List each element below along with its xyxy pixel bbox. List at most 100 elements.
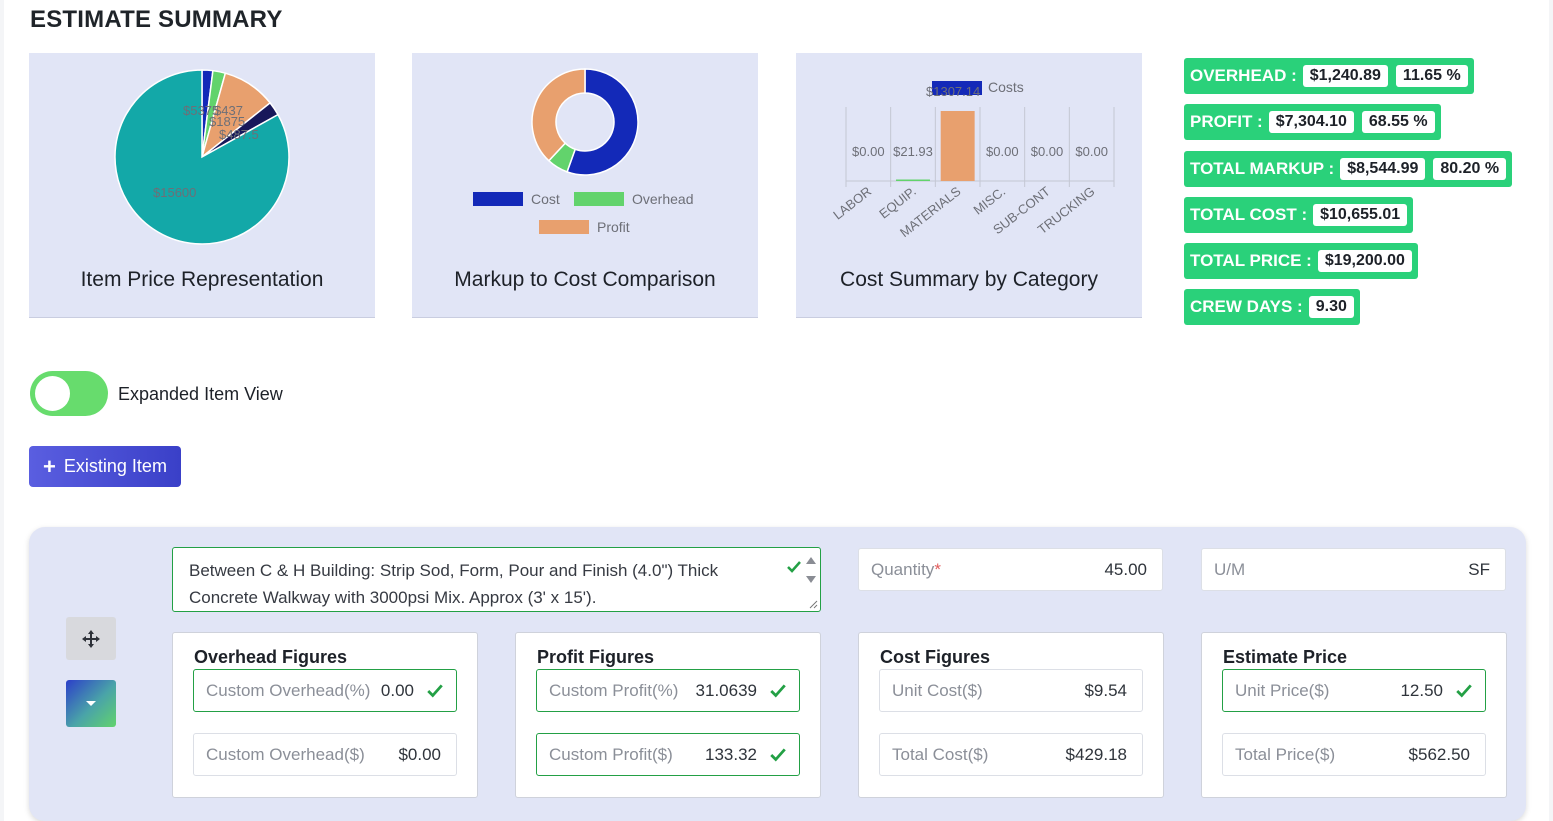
stat-total-markup: TOTAL MARKUP : $8,544.99 80.20 % [1184,151,1513,187]
stat-crew-days-value: 9.30 [1308,296,1354,318]
item-price-chart-caption: Item Price Representation [80,268,324,291]
doughnut-slice [531,68,586,162]
profit-figures-title: Profit Figures [537,647,655,667]
custom-overhead-pct-placeholder: Custom Overhead(%) [206,681,371,700]
stat-total-cost-value: $10,655.01 [1313,204,1408,226]
resize-grip-icon[interactable] [808,599,818,609]
stat-total-price: TOTAL PRICE : $19,200.00 [1184,243,1418,279]
unit-cost-placeholder: Unit Cost($) [892,681,983,700]
check-icon [427,684,443,698]
category-chart-caption: Cost Summary by Category [840,268,1098,291]
total-price-value: $562.50 [1408,745,1470,764]
custom-profit-amt-placeholder: Custom Profit($) [549,745,673,764]
doughnut-slice [566,68,639,176]
stat-total-cost: TOTAL COST : $10,655.01 [1184,197,1414,233]
check-icon [770,684,786,698]
overhead-figures-section: Overhead Figures Custom Overhead(%) 0.00… [172,632,478,798]
unit-price-placeholder: Unit Price($) [1235,681,1330,700]
expanded-view-toggle[interactable] [30,371,108,416]
pie-label: $15600 [153,185,196,200]
legend-swatch [574,192,624,206]
plus-icon: + [43,453,56,479]
custom-overhead-amt-value: $0.00 [398,745,441,764]
unit-cost-value: $9.54 [1084,681,1127,700]
um-placeholder: U/M [1214,560,1246,579]
item-description-field[interactable]: Between C & H Building: Strip Sod, Form,… [172,547,821,612]
custom-overhead-amt-field[interactable]: Custom Overhead($) $0.00 [193,733,457,776]
total-cost-placeholder: Total Cost($) [892,745,989,764]
stat-overhead-value: $1,240.89 [1302,65,1388,87]
stat-total-price-label: TOTAL PRICE : [1190,251,1312,270]
custom-profit-pct-field[interactable]: Custom Profit(%) 31.0639 [536,669,800,712]
quantity-value: 45.00 [1104,560,1147,579]
bar-data-label: $0.00 [852,144,885,159]
legend-label: Profit [597,219,630,235]
pie-label: $487.5 [219,127,259,142]
scroll-arrows-icon[interactable] [804,552,818,588]
markup-chart-card: Cost Overhead Profit Markup to Cost Compar… [412,53,758,318]
unit-price-field[interactable]: Unit Price($) 12.50 [1222,669,1486,712]
custom-overhead-pct-field[interactable]: Custom Overhead(%) 0.00 [193,669,457,712]
total-price-placeholder: Total Price($) [1235,745,1336,764]
add-existing-item-button[interactable]: + Existing Item [29,446,181,487]
move-handle[interactable] [66,617,116,660]
stat-total-cost-label: TOTAL COST : [1190,205,1308,224]
stat-overhead-pct: 11.65 % [1395,65,1468,87]
item-dropdown-button[interactable] [66,680,116,727]
stat-total-markup-pct: 80.20 % [1433,158,1507,180]
pie-label: $437 [214,103,243,118]
custom-overhead-amt-placeholder: Custom Overhead($) [206,745,365,764]
page-title: ESTIMATE SUMMARY [30,6,283,33]
stat-profit-label: PROFIT : [1190,112,1263,131]
pie-label: $5375 [183,103,219,118]
quantity-field[interactable]: Quantity* 45.00 [858,548,1163,591]
caret-down-icon [86,700,96,706]
um-field[interactable]: U/M SF [1201,548,1506,591]
bar-data-label: $1307.14 [926,84,980,99]
custom-profit-pct-placeholder: Custom Profit(%) [549,681,679,700]
x-tick-label: MISC. [970,184,1008,218]
toggle-knob [35,376,70,411]
item-price-chart-card: $5375 $437 $1875 $487.5 $15600 Item Price Re… [29,53,375,318]
bar-data-label: $0.00 [1031,144,1064,159]
bar-data-label: $0.00 [986,144,1019,159]
category-bar-chart: $0.00LABOR$21.93EQUIP.MATERIALS$0.00MISC… [830,79,1115,240]
move-icon [82,629,100,648]
stat-profit: PROFIT : $7,304.10 68.55 % [1184,104,1441,140]
legend-swatch [932,81,982,95]
total-price-field[interactable]: Total Price($) $562.50 [1222,733,1486,776]
total-cost-field[interactable]: Total Cost($) $429.18 [879,733,1143,776]
bar-data-label: $0.00 [1075,144,1108,159]
pie-slice [114,69,290,245]
x-tick-label: LABOR [830,184,874,223]
legend-label: Overhead [632,191,693,207]
check-icon [1456,684,1472,698]
custom-profit-amt-field[interactable]: Custom Profit($) 133.32 [536,733,800,776]
legend-label: Costs [988,79,1024,95]
total-cost-value: $429.18 [1065,745,1127,764]
legend-swatch [473,192,523,206]
custom-profit-amt-value: 133.32 [705,745,757,764]
cost-figures-section: Cost Figures Unit Cost($) $9.54 Total Co… [858,632,1164,798]
unit-cost-field[interactable]: Unit Cost($) $9.54 [879,669,1143,712]
pie-label: $1875 [209,114,245,129]
item-description-text: Between C & H Building: Strip Sod, Form,… [189,561,719,607]
um-value: SF [1468,560,1490,579]
legend-label: Cost [531,191,560,207]
check-icon [770,748,786,762]
overhead-figures-title: Overhead Figures [194,647,348,667]
cost-figures-title: Cost Figures [880,647,991,667]
stat-overhead: OVERHEAD : $1,240.89 11.65 % [1184,58,1474,94]
item-price-pie-chart: $5375$437$1875$487.5 $15600 [114,69,290,245]
add-existing-item-label: Existing Item [63,456,167,476]
stat-total-markup-value: $8,544.99 [1340,158,1426,180]
bar [896,179,930,181]
estimate-price-section: Estimate Price Unit Price($) 12.50 Total… [1201,632,1507,798]
markup-chart-caption: Markup to Cost Comparison [454,268,716,291]
custom-overhead-pct-value: 0.00 [380,681,414,700]
estimate-price-title: Estimate Price [1223,647,1348,667]
unit-price-value: 12.50 [1400,681,1443,700]
stat-profit-pct: 68.55 % [1361,111,1435,133]
stat-crew-days: CREW DAYS : 9.30 [1184,289,1360,325]
